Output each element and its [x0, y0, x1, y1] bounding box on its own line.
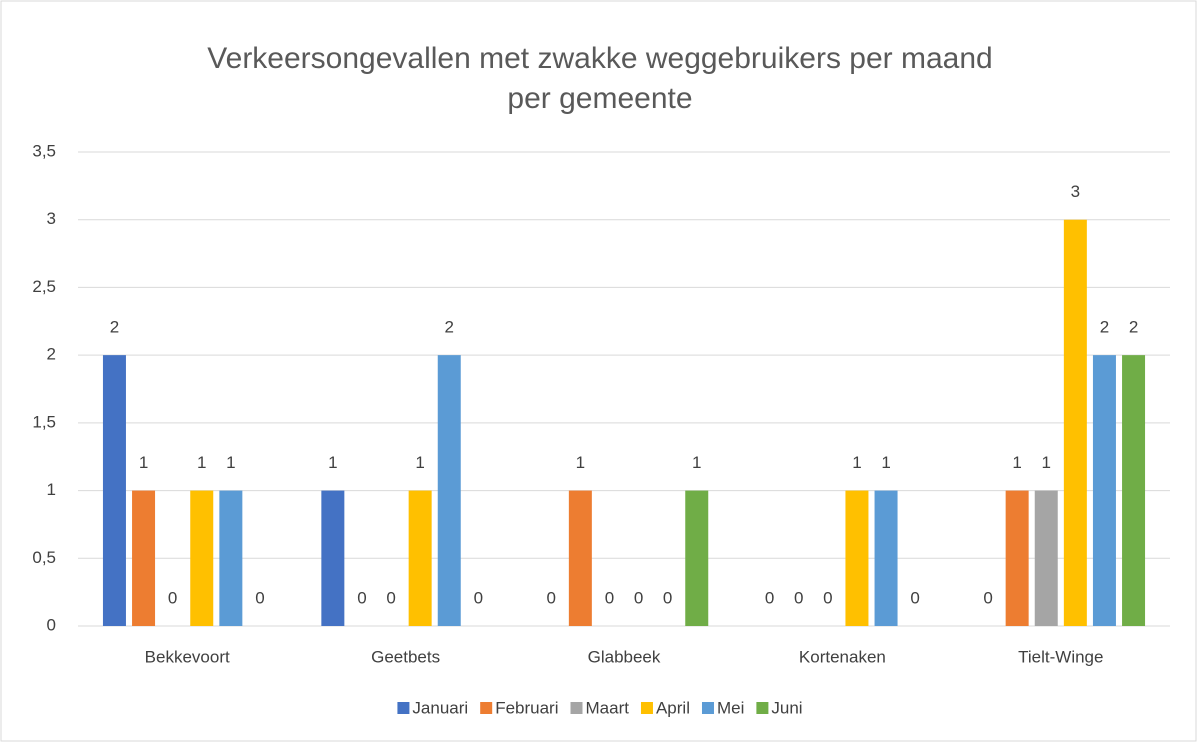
x-tick-label: Glabbeek	[588, 647, 661, 666]
data-label: 0	[983, 588, 992, 607]
bar	[1034, 490, 1058, 626]
y-tick-label: 2,5	[32, 277, 56, 296]
legend-label: Januari	[412, 698, 468, 717]
data-label: 0	[357, 588, 366, 607]
bar	[685, 490, 709, 626]
legend-label: Februari	[495, 698, 558, 717]
bar	[568, 490, 592, 626]
data-label: 1	[328, 453, 337, 472]
bar	[190, 490, 214, 626]
data-label: 0	[634, 588, 643, 607]
data-label: 0	[605, 588, 614, 607]
bar	[219, 490, 243, 626]
legend-swatch	[701, 702, 714, 714]
legend-swatch	[756, 702, 769, 714]
bar	[1063, 219, 1087, 626]
data-label: 2	[1129, 318, 1138, 337]
legend-label: April	[656, 698, 690, 717]
data-label: 0	[168, 588, 177, 607]
bar	[1092, 355, 1116, 626]
bar	[1122, 355, 1146, 626]
x-tick-label: Kortenaken	[799, 647, 886, 666]
data-label: 1	[1012, 453, 1021, 472]
y-tick-label: 1,5	[32, 412, 56, 431]
legend-swatch	[570, 702, 583, 714]
legend-label: Maart	[586, 698, 630, 717]
bar	[132, 490, 156, 626]
legend-swatch	[480, 702, 493, 714]
y-tick-label: 0	[47, 615, 56, 634]
data-label: 2	[1100, 318, 1109, 337]
y-tick-label: 0,5	[32, 548, 56, 567]
bar	[408, 490, 432, 626]
bar	[1005, 490, 1029, 626]
x-tick-label: Geetbets	[371, 647, 440, 666]
data-label: 0	[255, 588, 264, 607]
y-tick-label: 1	[47, 480, 56, 499]
data-label: 1	[197, 453, 206, 472]
data-label: 1	[139, 453, 148, 472]
data-label: 1	[1042, 453, 1051, 472]
legend-label: Mei	[717, 698, 744, 717]
data-label: 1	[852, 453, 861, 472]
data-label: 1	[415, 453, 424, 472]
data-label: 0	[765, 588, 774, 607]
chart-title: Verkeersongevallen met zwakke weggebruik…	[207, 42, 992, 115]
legend: Januari Februari Maart April Mei Juni	[397, 698, 803, 717]
data-label: 0	[910, 588, 919, 607]
bar	[437, 355, 461, 626]
x-tick-label: Tielt-Winge	[1018, 647, 1103, 666]
data-label: 0	[794, 588, 803, 607]
y-tick-label: 3	[47, 209, 56, 228]
legend-label: Juni	[771, 698, 802, 717]
data-label: 0	[386, 588, 395, 607]
data-label: 1	[881, 453, 890, 472]
bar	[874, 490, 898, 626]
bar	[845, 490, 869, 626]
x-tick-label: Bekkevoort	[145, 647, 230, 666]
data-label: 0	[474, 588, 483, 607]
legend-swatch	[397, 702, 410, 714]
y-tick-label: 3,5	[32, 141, 56, 160]
y-tick-label: 2	[47, 345, 56, 364]
data-label: 1	[576, 453, 585, 472]
data-label: 2	[445, 318, 454, 337]
bar	[102, 355, 126, 626]
data-label: 0	[663, 588, 672, 607]
data-label: 1	[692, 453, 701, 472]
bar	[321, 490, 345, 626]
data-label: 3	[1071, 182, 1080, 201]
data-label: 2	[110, 318, 119, 337]
data-label: 0	[823, 588, 832, 607]
data-label: 1	[226, 453, 235, 472]
data-label: 0	[547, 588, 556, 607]
legend-swatch	[640, 702, 653, 714]
